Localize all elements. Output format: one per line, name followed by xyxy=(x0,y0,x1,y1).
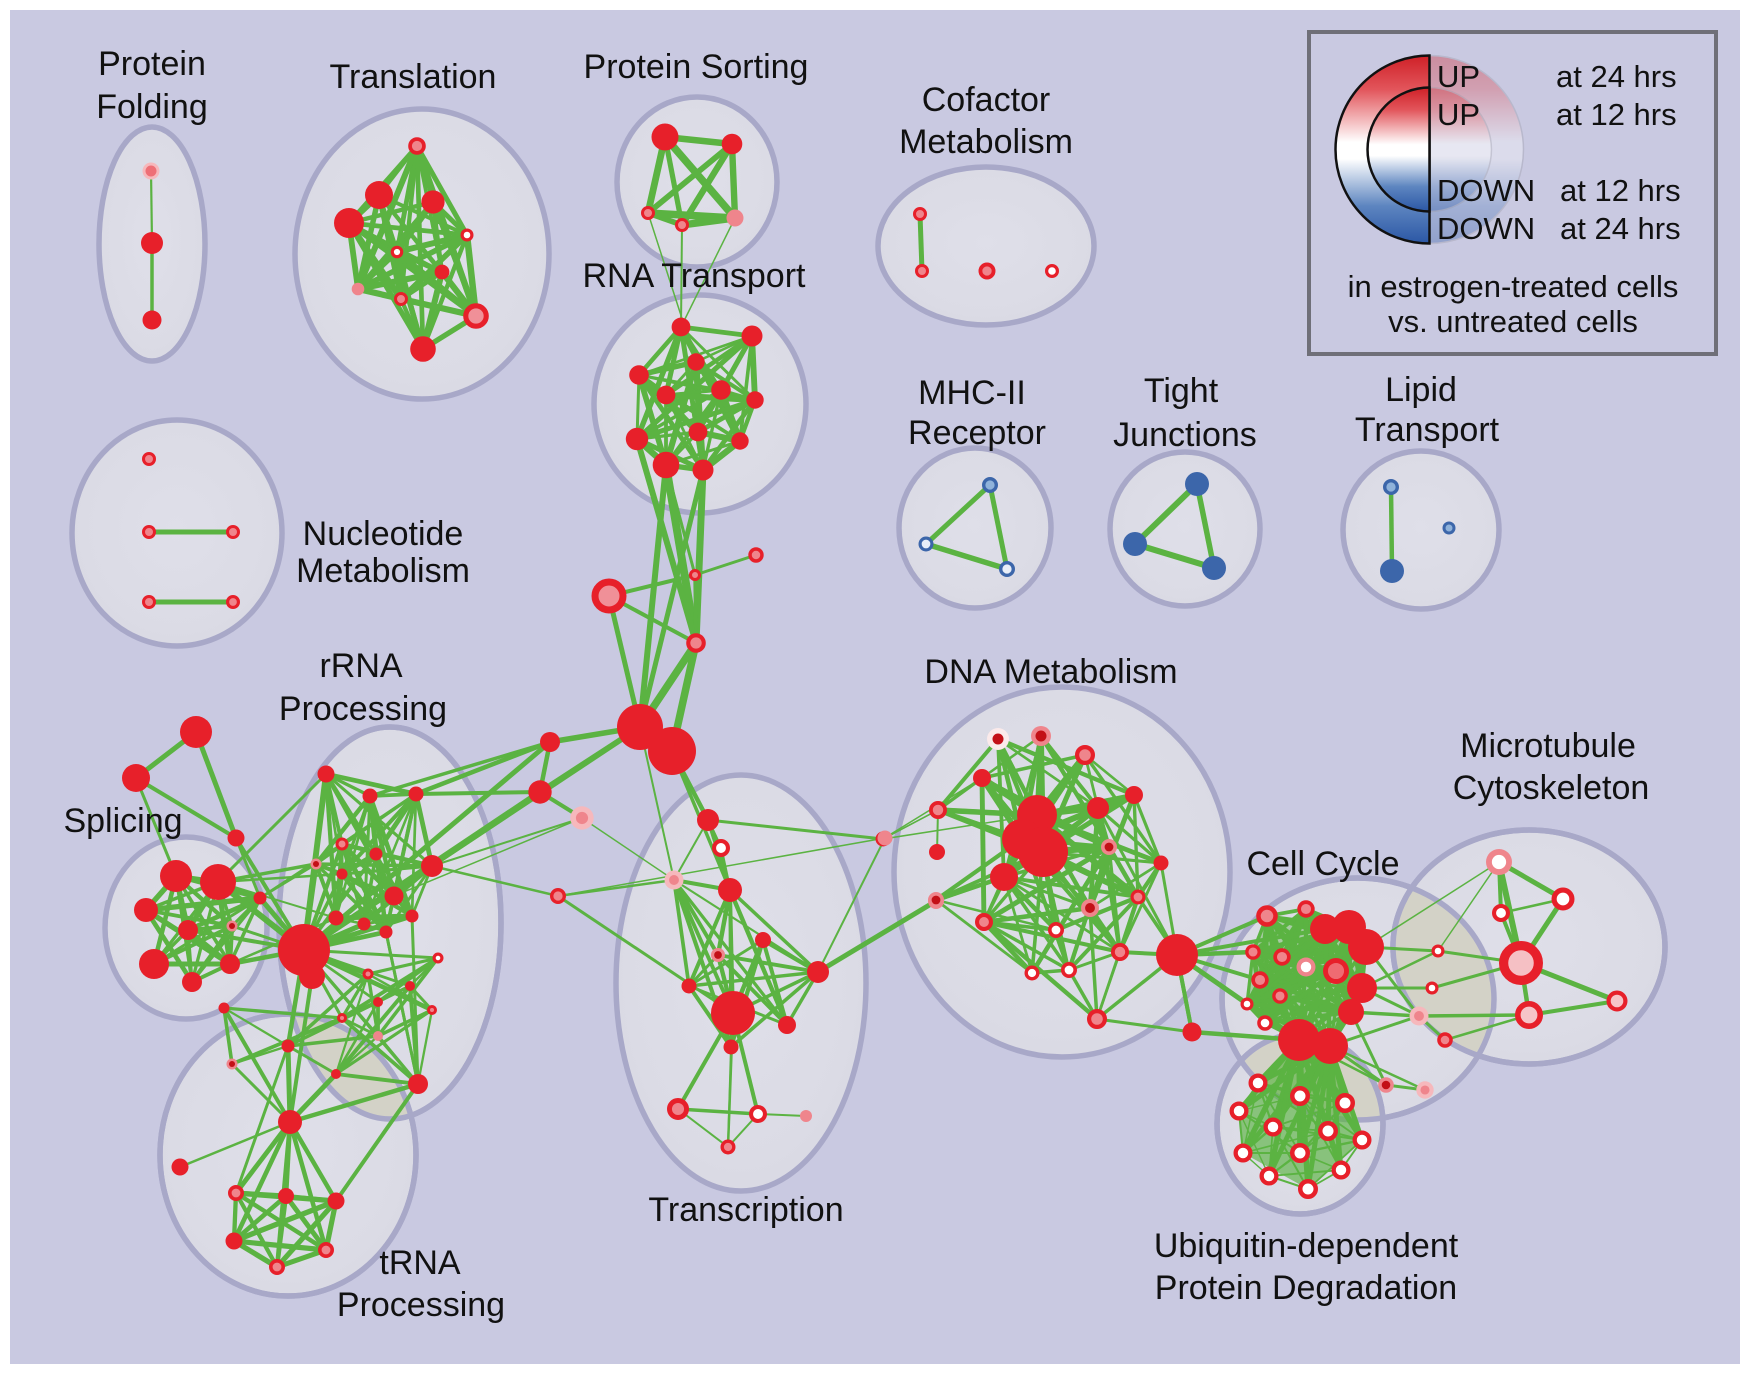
svg-text:tRNA: tRNA xyxy=(379,1244,461,1282)
svg-text:DOWN: DOWN xyxy=(1437,211,1535,246)
svg-text:Transport: Transport xyxy=(1355,411,1500,449)
svg-text:Processing: Processing xyxy=(337,1286,505,1324)
svg-text:in estrogen-treated cells: in estrogen-treated cells xyxy=(1348,269,1679,304)
svg-text:Translation: Translation xyxy=(330,58,497,96)
svg-text:Receptor: Receptor xyxy=(908,414,1046,452)
svg-text:Protein: Protein xyxy=(98,45,206,83)
svg-text:Ubiquitin-dependent: Ubiquitin-dependent xyxy=(1154,1227,1459,1265)
svg-text:Metabolism: Metabolism xyxy=(899,123,1073,161)
svg-text:Cytoskeleton: Cytoskeleton xyxy=(1453,769,1650,807)
svg-text:UP: UP xyxy=(1437,97,1480,132)
svg-text:Metabolism: Metabolism xyxy=(296,552,470,590)
svg-text:Splicing: Splicing xyxy=(63,802,182,840)
svg-text:MHC-II: MHC-II xyxy=(918,374,1026,412)
svg-text:Microtubule: Microtubule xyxy=(1460,727,1636,765)
svg-text:Processing: Processing xyxy=(279,690,447,728)
svg-text:at 24 hrs: at 24 hrs xyxy=(1560,211,1681,246)
svg-text:Nucleotide: Nucleotide xyxy=(303,515,464,553)
svg-text:at 12 hrs: at 12 hrs xyxy=(1560,173,1681,208)
svg-text:Transcription: Transcription xyxy=(648,1191,843,1229)
svg-text:RNA Transport: RNA Transport xyxy=(583,257,807,295)
svg-text:Protein Degradation: Protein Degradation xyxy=(1155,1269,1457,1307)
svg-text:rRNA: rRNA xyxy=(319,647,402,685)
svg-text:at 12 hrs: at 12 hrs xyxy=(1556,97,1677,132)
svg-text:Cell Cycle: Cell Cycle xyxy=(1246,845,1399,883)
svg-text:Protein Sorting: Protein Sorting xyxy=(584,48,809,86)
svg-text:vs. untreated cells: vs. untreated cells xyxy=(1388,304,1638,339)
svg-text:Cofactor: Cofactor xyxy=(922,81,1051,119)
svg-text:Folding: Folding xyxy=(96,88,208,126)
svg-text:Tight: Tight xyxy=(1144,372,1219,410)
svg-text:DOWN: DOWN xyxy=(1437,173,1535,208)
svg-text:Junctions: Junctions xyxy=(1113,416,1257,454)
svg-text:DNA Metabolism: DNA Metabolism xyxy=(924,653,1177,691)
svg-text:Lipid: Lipid xyxy=(1385,371,1457,409)
svg-text:UP: UP xyxy=(1437,59,1480,94)
svg-text:at 24 hrs: at 24 hrs xyxy=(1556,59,1677,94)
